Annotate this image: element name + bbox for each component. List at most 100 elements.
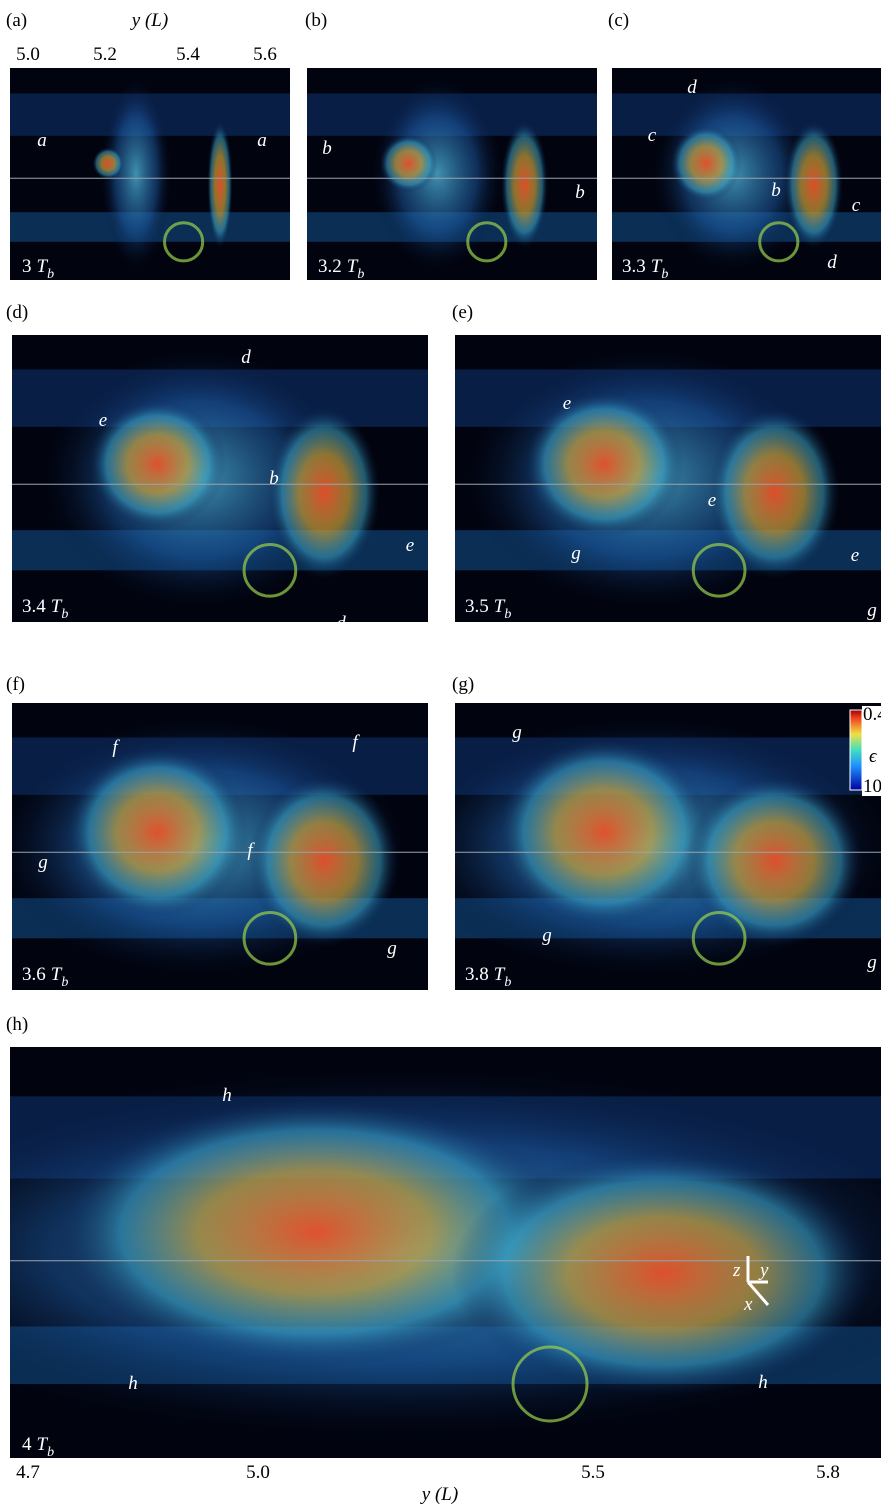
panel (10, 1047, 881, 1458)
hot-region (249, 774, 399, 947)
annotation: g (571, 543, 581, 564)
annotation: f (247, 840, 255, 861)
time-subscript: b (504, 975, 511, 990)
hot-region (379, 134, 438, 193)
top-tick-label: 5.0 (16, 44, 40, 65)
vortex (242, 543, 298, 598)
annotation: b (575, 182, 585, 203)
colorbar-body (849, 709, 863, 791)
time-symbol: T (51, 964, 63, 985)
hot-region (207, 121, 233, 249)
annotation: b (771, 180, 781, 201)
time-subscript: b (661, 267, 668, 282)
time-number: 4 (22, 1434, 32, 1455)
hot-region (501, 121, 548, 249)
top-tick-label: 5.4 (176, 44, 200, 65)
vortex (758, 221, 800, 263)
annotation: d (687, 77, 697, 98)
panel-label: (e) (452, 302, 473, 323)
colorbar-backdrop (862, 706, 881, 796)
panel-label: (f) (6, 674, 25, 695)
colorbar-min: 10−3 (863, 776, 881, 797)
time-label: 3.4 Tb (22, 596, 68, 622)
panel-label: (d) (6, 302, 28, 323)
time-label: 3.6 Tb (22, 964, 68, 990)
colorbar-max: 0.4 (863, 704, 881, 725)
hot-region (784, 121, 843, 249)
annotation: e (563, 393, 571, 414)
colorbar-min-base: 10 (863, 776, 881, 797)
annotation: h (758, 1372, 768, 1393)
time-symbol: T (494, 964, 506, 985)
annotation: f (112, 737, 120, 758)
annotation: c (852, 195, 861, 216)
top-tick-label: 5.6 (253, 44, 277, 65)
time-number: 3.2 (318, 256, 342, 277)
bottom-tick-label: 4.7 (16, 1462, 40, 1483)
panel (307, 68, 597, 280)
time-subscript: b (504, 607, 511, 622)
time-subscript: b (61, 607, 68, 622)
annotation: b (269, 468, 279, 489)
annotation: f (352, 732, 360, 753)
annotation: e (851, 545, 859, 566)
annotation: e (99, 410, 107, 431)
time-label: 3.2 Tb (318, 256, 364, 282)
vortex (466, 221, 508, 263)
panel (12, 335, 428, 622)
annotation: g (542, 925, 552, 946)
time-symbol: T (37, 1434, 49, 1455)
annotation: e (708, 490, 716, 511)
bottom-tick-label: 5.5 (581, 1462, 605, 1483)
panel-label: (c) (608, 10, 629, 31)
hot-region (524, 390, 684, 538)
annotation: d (241, 347, 251, 368)
annotation: g (512, 722, 522, 743)
time-label: 4 Tb (22, 1434, 54, 1460)
time-symbol: T (651, 256, 663, 277)
time-number: 3.6 (22, 964, 46, 985)
hot-region (451, 1149, 875, 1397)
annotation: g (867, 600, 877, 621)
annotation: g (867, 952, 877, 973)
coordinate-axis-label: y (758, 1260, 769, 1281)
top-axis-label: y (L) (130, 10, 168, 31)
vortex (242, 911, 298, 966)
hot-region (686, 774, 863, 947)
time-number: 3.8 (465, 964, 489, 985)
vortex (691, 543, 747, 598)
panel (455, 703, 881, 990)
hot-region (496, 737, 712, 927)
vortex (511, 1345, 589, 1423)
hot-region (88, 399, 227, 529)
annotation: h (128, 1373, 138, 1394)
time-label: 3 Tb (22, 256, 54, 282)
annotation: g (387, 938, 397, 959)
annotation: b (322, 138, 332, 159)
annotation: a (37, 130, 47, 151)
time-symbol: T (494, 596, 506, 617)
colorbar: 0.4 ϵ 10−3 (849, 704, 881, 797)
time-label: 3.5 Tb (465, 596, 511, 622)
coordinate-axis-label: x (743, 1294, 753, 1315)
top-tick-label: 5.2 (93, 44, 117, 65)
time-subscript: b (357, 267, 364, 282)
time-number: 3.5 (465, 596, 489, 617)
hot-region (267, 406, 381, 579)
colorbar-symbol: ϵ (869, 746, 878, 767)
panel-label: (h) (6, 1014, 28, 1035)
time-subscript: b (47, 267, 54, 282)
time-symbol: T (347, 256, 359, 277)
time-number: 3.3 (622, 256, 646, 277)
axis-arrow (746, 1281, 770, 1306)
panel-label: (g) (452, 674, 474, 695)
bottom-tick-label: 5.0 (246, 1462, 270, 1483)
annotation: c (648, 125, 657, 146)
annotation: a (257, 130, 267, 151)
annotation: h (222, 1085, 232, 1106)
time-symbol: T (51, 596, 63, 617)
hot-region (92, 147, 124, 180)
bottom-axis-label: y (L) (420, 1484, 458, 1505)
time-symbol: T (37, 256, 49, 277)
